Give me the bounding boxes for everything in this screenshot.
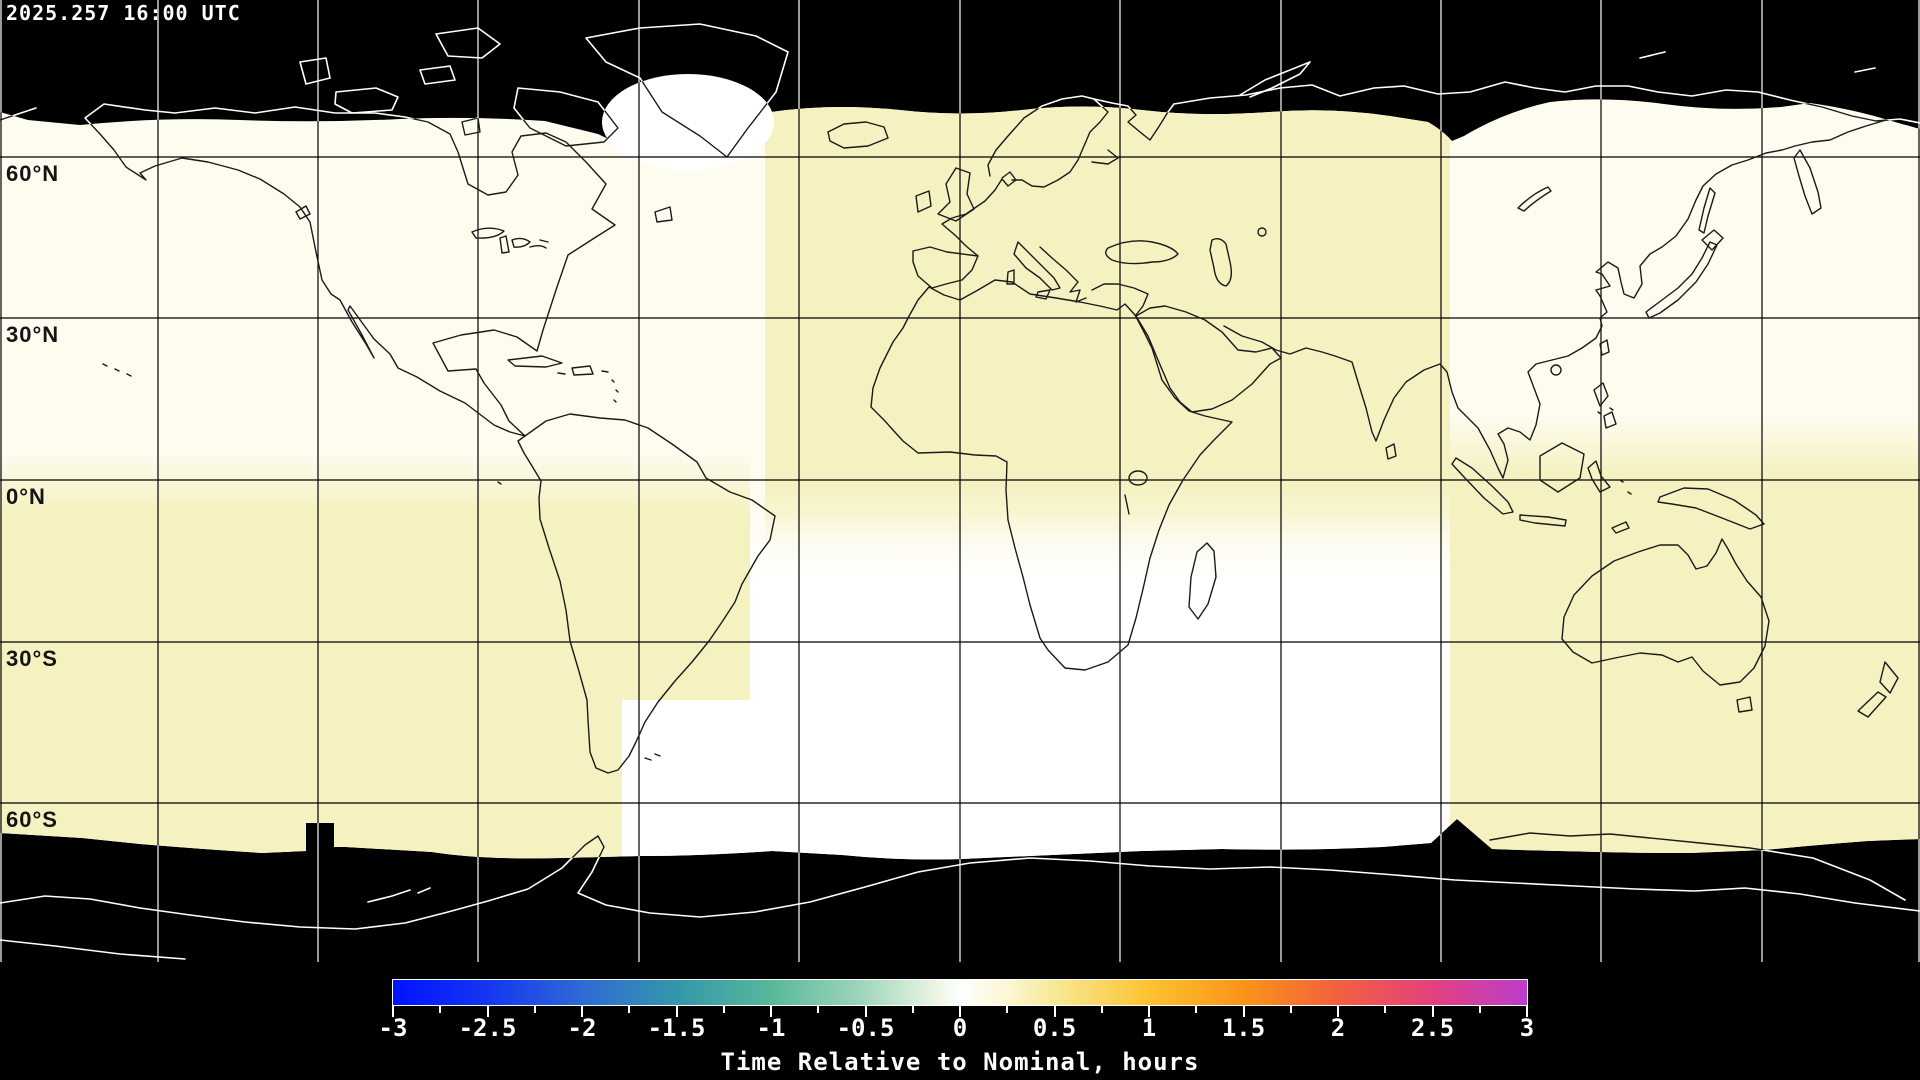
colorbar-tick-label: 3 (1519, 1014, 1535, 1042)
colorbar-ticks (392, 1006, 1528, 1020)
colorbar-tick (486, 1006, 489, 1017)
colorbar-tick (1006, 1006, 1009, 1013)
colorbar-tick-label: 1 (1141, 1014, 1157, 1042)
colorbar-tick (1337, 1006, 1339, 1017)
colorbar-tick (1100, 1006, 1103, 1013)
colorbar-tick (864, 1006, 867, 1017)
colorbar-tick (959, 1006, 961, 1017)
colorbar-tick-label: 1.5 (1221, 1014, 1266, 1042)
colorbar-tick (628, 1006, 631, 1013)
latitude-label: 60°S (6, 807, 58, 832)
colorbar-tick (675, 1006, 678, 1017)
timestamp: 2025.257 16:00 UTC (6, 1, 241, 25)
colorbar-tick-label: -1 (756, 1014, 786, 1042)
latitude-label: 60°N (6, 161, 59, 186)
data-region (0, 74, 1920, 860)
colorbar-tick (1242, 1006, 1245, 1017)
colorbar-tick (911, 1006, 914, 1013)
colorbar-tick-label: -3 (378, 1014, 408, 1042)
colorbar-tick (817, 1006, 820, 1013)
colorbar-tick (1431, 1006, 1434, 1017)
colorbar-tick (770, 1006, 772, 1017)
colorbar-tick (1148, 1006, 1150, 1017)
latitude-label: 30°N (6, 322, 59, 347)
colorbar-tick (1053, 1006, 1056, 1017)
colorbar-tick (1195, 1006, 1198, 1013)
colorbar-tick-label: -2.5 (458, 1014, 517, 1042)
colorbar-tick-label: 0.5 (1032, 1014, 1077, 1042)
colorbar-tick-label: -2 (567, 1014, 597, 1042)
colorbar-tick-labels: -3 -2.5 -2 -1.5 -1 -0.5 0 0.5 1 1.5 2 2.5 3 (379, 1014, 1535, 1046)
colorbar-tick-label: 2 (1330, 1014, 1346, 1042)
latitude-label: 0°N (6, 484, 46, 509)
colorbar-tick-label: 2.5 (1410, 1014, 1455, 1042)
latitude-label: 30°S (6, 646, 58, 671)
colorbar-tick-label: 0 (952, 1014, 968, 1042)
colorbar-tick (581, 1006, 583, 1017)
colorbar-tick-label: -0.5 (836, 1014, 895, 1042)
colorbar-title: Time Relative to Nominal, hours (720, 1048, 1200, 1076)
colorbar: -3 -2.5 -2 -1.5 -1 -0.5 0 0.5 1 1.5 2 2.5 3 Time Rel… (0, 962, 1920, 1080)
grid-lines-data (0, 0, 1920, 962)
colorbar-gradient (392, 979, 1528, 1006)
colorbar-tick-label: -1.5 (647, 1014, 706, 1042)
colorbar-tick (1384, 1006, 1387, 1013)
colorbar-tick (533, 1006, 536, 1013)
colorbar-tick (392, 1006, 394, 1017)
colorbar-tick (1289, 1006, 1292, 1013)
colorbar-tick (1478, 1006, 1481, 1013)
colorbar-tick (439, 1006, 442, 1013)
world-map: 60°N 30°N 0°N 30°S 60°S (0, 0, 1920, 962)
colorbar-tick (1526, 1006, 1528, 1017)
latitude-labels: 60°N 30°N 0°N 30°S 60°S (6, 161, 59, 832)
colorbar-tick (722, 1006, 725, 1013)
